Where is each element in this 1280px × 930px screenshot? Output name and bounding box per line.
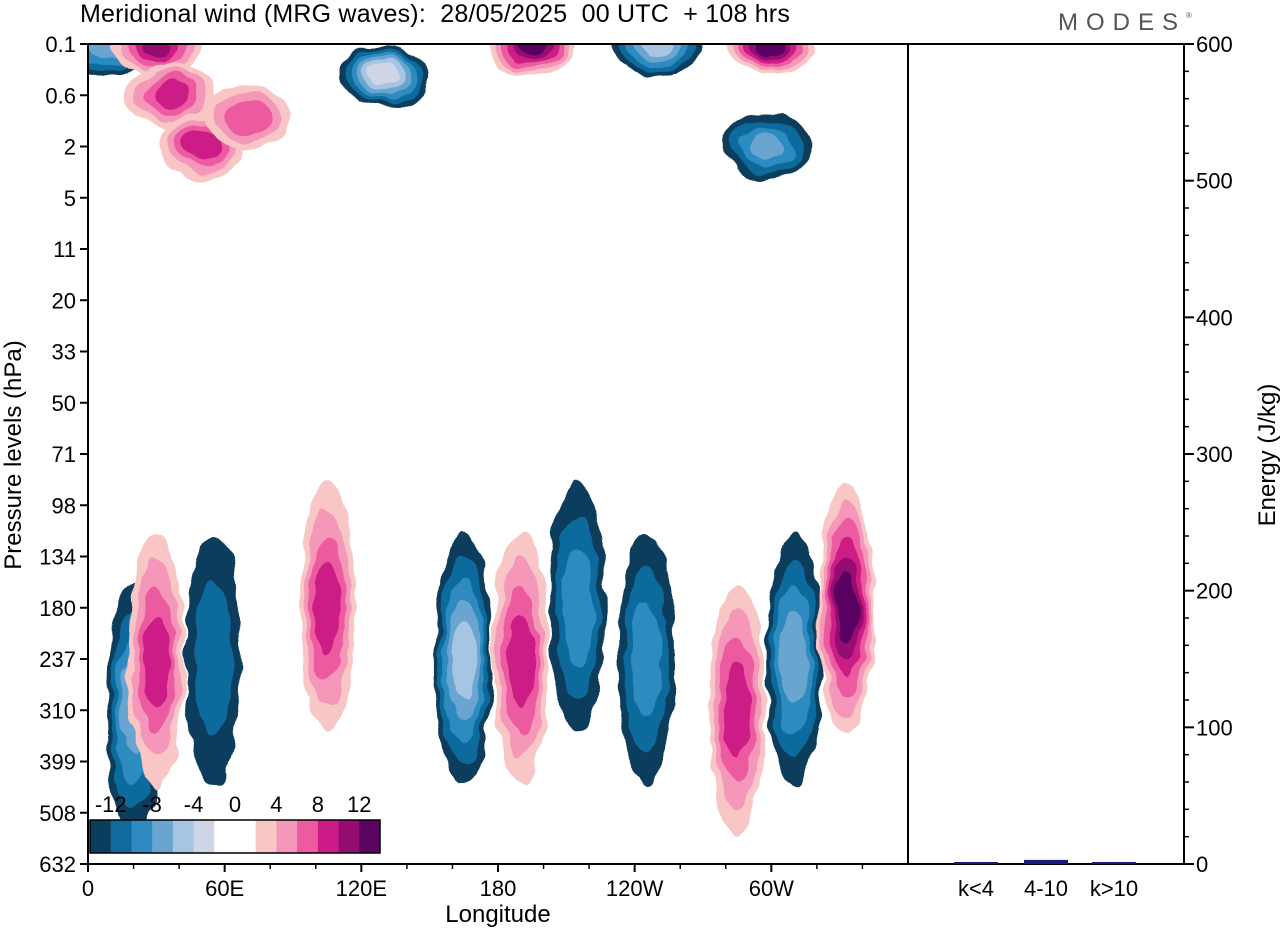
y-tick-label: 310 [39, 698, 76, 723]
y-tick-label: 2 [64, 135, 76, 160]
contour-16-level-2 [562, 550, 594, 666]
contour-3-level-3 [183, 131, 221, 162]
energy-tick-label: 600 [1196, 32, 1233, 57]
colorbar-swatch [359, 820, 381, 853]
colorbar-swatch [90, 820, 112, 853]
colorbar-swatch [338, 820, 360, 853]
colorbar-swatch [152, 820, 174, 853]
y-tick-label: 508 [39, 801, 76, 826]
colorbar-swatch [255, 820, 277, 853]
contour-11-level-3 [143, 613, 170, 705]
colorbar-swatch [172, 820, 195, 853]
contour-1-level-4 [139, 44, 173, 58]
energy-axis: 0 100 200 300 400 500 600 [1184, 32, 1233, 877]
longitude-axis: 0 60E 120E 180 120W 60W [82, 864, 864, 901]
colorbar-swatch [297, 820, 319, 853]
contour-5-level-5 [369, 63, 399, 88]
colorbar-frame [89, 819, 381, 854]
colorbar-tick-label: 0 [229, 792, 241, 817]
x-tick-label: 60W [749, 876, 794, 901]
y-tick-label: 33 [52, 340, 76, 365]
energy-tick-label: 300 [1196, 442, 1233, 467]
colorbar-swatch [193, 820, 215, 853]
wind-contours [88, 44, 875, 837]
energy-category-label: k>10 [1090, 876, 1138, 901]
contour-19-level-3 [780, 613, 808, 705]
y-tick-label: 71 [52, 442, 76, 467]
y-tick-label: 399 [39, 750, 76, 775]
chart-title: Meridional wind (MRG waves): 28/05/2025 … [80, 0, 791, 28]
energy-tick-label: 500 [1196, 169, 1233, 194]
energy-tick-label: 200 [1196, 579, 1233, 604]
y-tick-label: 237 [39, 647, 76, 672]
colorbar-swatch [276, 820, 298, 853]
contour-8-level-5 [756, 44, 787, 56]
contour-13-level-3 [313, 561, 341, 654]
brand-logo: MODES® [1058, 9, 1192, 37]
colorbar-swatch [131, 820, 153, 853]
colorbar-tick-label: 12 [347, 792, 371, 817]
colorbar-tick-label: 8 [312, 792, 324, 817]
energy-frame [907, 43, 1185, 865]
x-tick-label: 120W [606, 876, 664, 901]
y-tick-label: 98 [52, 493, 76, 518]
y-tick-label: 0.6 [45, 83, 76, 108]
y-tick-label: 632 [39, 852, 76, 877]
energy-category-label: k<4 [958, 876, 994, 901]
brand-registered-mark: ® [1186, 11, 1192, 20]
x-tick-label: 60E [205, 876, 244, 901]
energy-tick-label: 400 [1196, 305, 1233, 330]
colorbar-tick-label: -4 [184, 792, 204, 817]
colorbar-swatch [214, 820, 236, 853]
y-tick-label: 0.1 [45, 32, 76, 57]
energy-bars: k<4 4-10 k>10 [954, 859, 1138, 901]
colorbar-tick-label: -8 [142, 792, 162, 817]
energy-tick-label: 100 [1196, 715, 1233, 740]
colorbar: -12 -8 -4 0 4 8 12 [89, 792, 381, 854]
y-tick-label: 11 [53, 237, 76, 262]
contour-18-level-3 [723, 664, 751, 757]
contour-14-level-4 [451, 620, 476, 698]
contour-2-level-3 [153, 80, 191, 110]
x-tick-label: 0 [82, 876, 94, 901]
y-axis-label: Pressure levels (hPa) [0, 340, 27, 569]
colorbar-tick-label: 4 [270, 792, 282, 817]
energy-tick-label: 0 [1196, 852, 1208, 877]
contour-4-level-2 [225, 99, 270, 135]
energy-category-label: 4-10 [1024, 876, 1068, 901]
energy-bar [954, 862, 998, 864]
x-tick-label: 120E [336, 876, 387, 901]
y-tick-label: 5 [64, 186, 76, 211]
y-tick-label: 20 [52, 288, 76, 313]
y-tick-label: 134 [39, 545, 76, 570]
contour-7-level-4 [641, 44, 674, 58]
contour-9-level-3 [748, 131, 786, 162]
energy-bar [1024, 859, 1068, 864]
energy-bar [1092, 862, 1136, 864]
contour-20-level-5 [835, 574, 858, 642]
contour-15-level-3 [507, 613, 535, 705]
contour-17-level-2 [630, 601, 662, 717]
x-tick-label: 180 [480, 876, 517, 901]
contour-6-level-5 [517, 44, 547, 56]
y-tick-label: 50 [52, 391, 76, 416]
colorbar-tick-label: -12 [95, 792, 127, 817]
energy-axis-label: Energy (J/kg) [1254, 384, 1280, 527]
colorbar-swatch [317, 820, 340, 853]
colorbar-swatch [235, 820, 257, 853]
contour-12-level-1 [194, 581, 233, 737]
pressure-axis: 0.1 0.6 2 5 11 20 33 50 71 98 134 180 237 310 399 508 63… [39, 32, 88, 877]
colorbar-swatch [110, 820, 132, 853]
y-tick-label: 180 [39, 596, 76, 621]
x-axis-label: Longitude [445, 901, 550, 928]
brand-text: MODES [1058, 9, 1187, 36]
